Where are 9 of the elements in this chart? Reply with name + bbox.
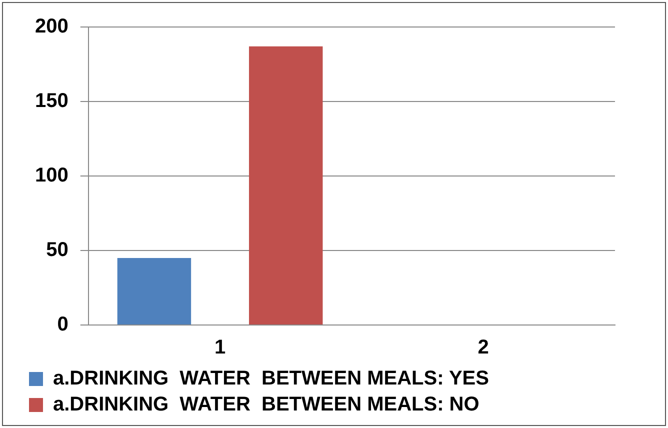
- y-tick-label: 200: [34, 16, 68, 38]
- legend-label: a.DRINKING WATER BETWEEN MEALS: NO: [53, 394, 480, 416]
- legend-label: a.DRINKING WATER BETWEEN MEALS: YES: [53, 368, 489, 390]
- y-tick-label: 0: [57, 314, 68, 336]
- y-tick-label: 50: [46, 239, 68, 262]
- y-tick-label: 150: [34, 90, 68, 112]
- x-tick-label: 1: [214, 336, 226, 359]
- x-tick-label: 2: [478, 336, 489, 359]
- y-tick-label: 100: [34, 164, 68, 187]
